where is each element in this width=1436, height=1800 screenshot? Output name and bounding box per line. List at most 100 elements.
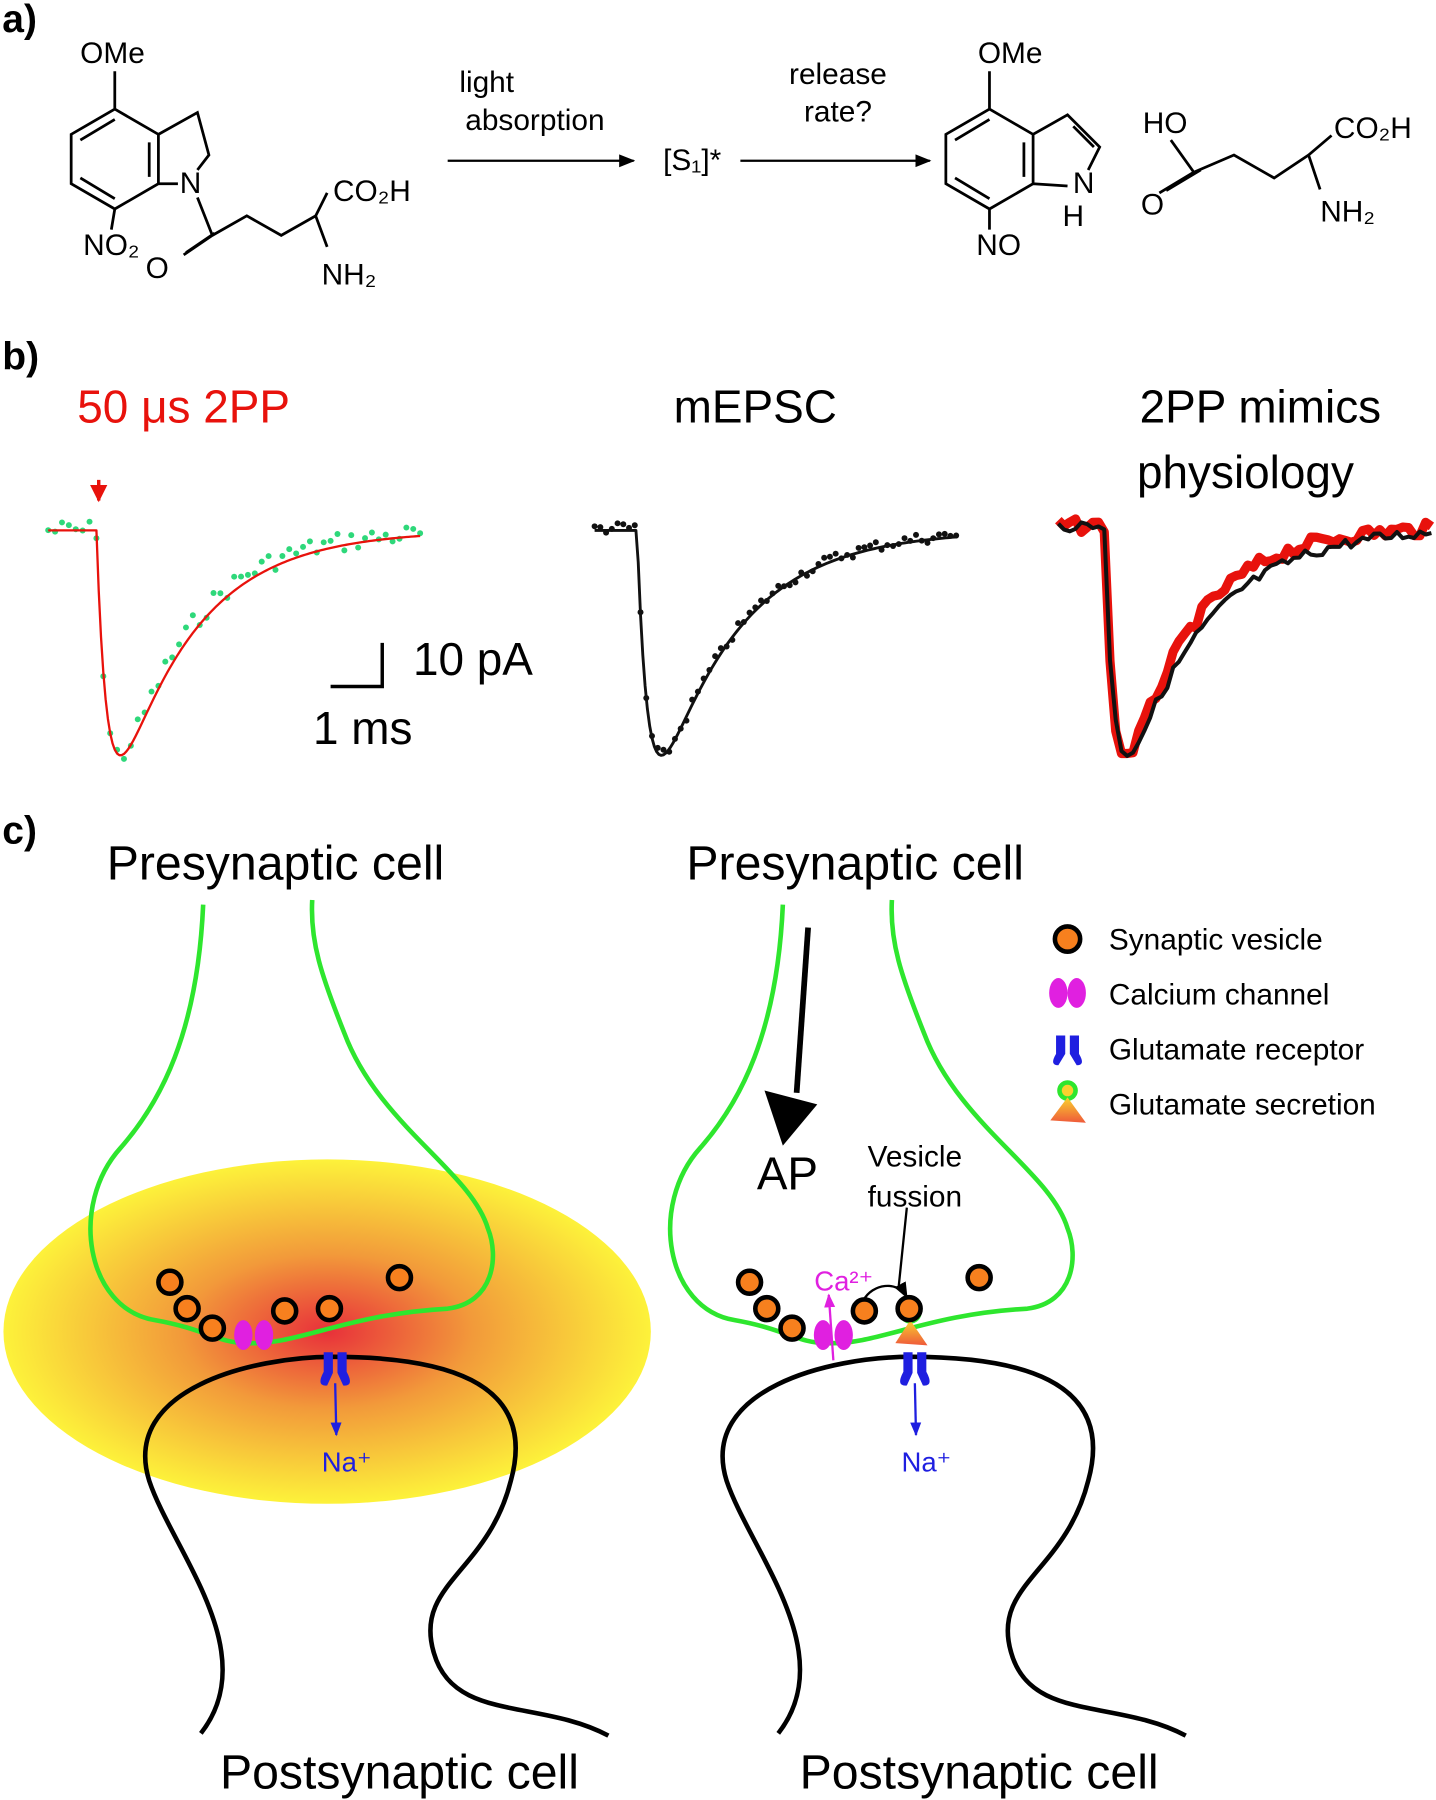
ap-arrow [793,927,811,1094]
atom-label: NH₂ [322,259,377,292]
data-dot [389,538,396,545]
atom-label: CO₂H [333,175,411,208]
data-dot [941,530,948,537]
synaptic-vesicle [735,1268,764,1297]
calcium-channel [834,1320,853,1350]
synaptic-vesicle [385,1263,414,1292]
data-dot [913,531,919,538]
synaptic-vesicle [850,1297,879,1325]
cell-label: Presynaptic cell [686,836,1024,890]
legend-icon [1053,1035,1082,1066]
data-dot [861,544,868,551]
presynaptic-membrane [667,899,1075,1346]
ion-label: Na⁺ [322,1447,372,1478]
trace-title: 2PP mimics [1140,380,1381,432]
panel-label: c) [2,810,37,853]
synaptic-vesicle [753,1294,781,1323]
bond [1158,134,1333,195]
traces [45,514,1435,762]
data-dot [231,573,238,580]
atom-label: H [1062,200,1084,233]
data-dot [272,566,279,573]
synaptic-vesicle [156,1268,184,1297]
data-dot [265,553,272,560]
pointer [897,1207,908,1286]
data-dot [620,521,627,528]
data-dot [162,658,169,665]
trace-title: physiology [1137,446,1354,498]
legend-icon [1052,924,1083,954]
fit-trace [594,528,958,757]
data-dot [286,546,293,553]
synaptic-vesicle [270,1297,299,1325]
data-dot [403,524,410,531]
arrow-label: light [459,66,514,99]
atom-label: OMe [80,37,145,70]
atom-label: N [180,167,202,200]
data-dot [872,539,879,546]
data-dot [148,688,155,695]
scale-label: 10 pA [413,633,533,685]
data-dot [901,535,908,542]
data-dot [300,543,307,550]
fusion-arrow [862,1281,908,1302]
data-dot [293,550,300,557]
panel-label: b) [2,336,39,379]
calcium-arrow [824,1293,836,1361]
data-dot [368,529,375,536]
cell-label: Postsynaptic cell [800,1745,1159,1799]
data-dot [597,524,604,531]
glutamate-secretion [895,1320,928,1346]
synaptic-vesicle [198,1314,227,1342]
data-dot [382,531,389,538]
synapse-left [88,899,610,1738]
postsynaptic-membrane [720,1354,1187,1738]
reactant-structure: OMe N NO₂ O CO₂H NH₂ [69,37,411,292]
data-dot [735,620,742,627]
physiology-trace [1056,520,1432,758]
trace-title: mEPSC [674,380,837,432]
legend-label: Calcium channel [1109,978,1330,1011]
arrow-label: absorption [465,104,604,137]
data-dot [327,537,334,544]
trace-title: 50 μs 2PP [77,380,290,432]
data-dot [832,550,839,557]
data-dot [176,641,183,648]
panel-label: a) [2,0,37,41]
calcium-channel [234,1320,253,1350]
legend-label: Synaptic vesicle [1109,923,1323,956]
presynaptic-membrane [88,899,496,1346]
data-dot [238,573,245,580]
data-dot [775,582,782,589]
calcium-channel [254,1320,274,1350]
data-dot [348,532,355,539]
data-dot [210,590,217,597]
data-dot [217,590,224,597]
data-dot [306,538,313,545]
data-dot [334,531,341,538]
data-dot [614,520,621,527]
data-dot [65,522,72,529]
legend-label: Glutamate secretion [1109,1089,1376,1122]
cell-label: Postsynaptic cell [220,1745,579,1799]
sodium-arrow [330,1383,342,1437]
synaptic-vesicle [965,1263,993,1292]
legend-icon [1050,1097,1086,1123]
synapse-right [667,899,1187,1738]
glutamate-structure: HO CO₂H O NH₂ [1141,107,1412,228]
data-dot [591,523,598,530]
atom-label: O [146,252,169,285]
legend-icon [1067,978,1086,1008]
cell-label: Presynaptic cell [107,836,445,890]
ap-arrowhead [764,1090,818,1146]
atom-label: NH₂ [1320,196,1375,229]
bond [944,71,1102,230]
atom-label: OMe [978,37,1043,70]
fit-trace [48,529,421,757]
intermediate: [S₁]* [663,144,722,177]
legend-icon [1049,978,1068,1008]
scale-label: 1 ms [313,702,412,754]
data-dot [244,571,251,578]
synaptic-vesicle [895,1294,923,1323]
